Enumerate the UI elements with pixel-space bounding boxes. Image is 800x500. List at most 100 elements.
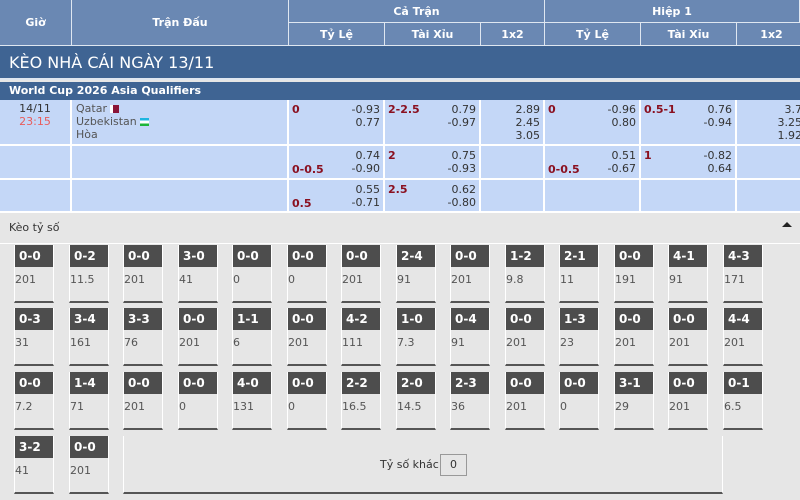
h1-1x2-x[interactable]: 3.25 (777, 116, 800, 129)
score-cell[interactable]: 0-0 201 (505, 372, 545, 430)
h1-1x2-cell[interactable] (737, 146, 800, 180)
h1_ou-odds-b[interactable]: -0.94 (703, 116, 732, 129)
ft_hdp-odds-b[interactable]: -0.90 (351, 162, 380, 175)
home-team[interactable]: Qatar (76, 102, 107, 115)
score-cell[interactable]: 1-2 9.8 (505, 245, 545, 303)
score-cell[interactable]: 3-4 161 (69, 308, 109, 366)
ft-1x2-1[interactable]: 2.89 (515, 103, 541, 116)
h1_hdp-odds-a[interactable]: -0.96 (607, 103, 636, 116)
league-name[interactable]: World Cup 2026 Asia Qualifiers (0, 82, 800, 100)
score-cell[interactable]: 0-0 201 (450, 245, 490, 303)
score-cell[interactable]: 4-2 111 (341, 308, 381, 366)
ft_hdp-cell[interactable]: 0 -0.93 0.77 (289, 100, 385, 146)
score-cell[interactable]: 0-0 7.2 (14, 372, 54, 430)
score-cell[interactable]: 1-0 7.3 (396, 308, 436, 366)
score-cell[interactable]: 0-3 31 (14, 308, 54, 366)
score-cell[interactable]: 0-0 201 (505, 308, 545, 366)
ft-1x2-cell[interactable] (481, 146, 545, 180)
score-odds: 201 (15, 273, 36, 286)
score-label: 0-0 (615, 245, 653, 267)
score-cell[interactable]: 1-1 6 (232, 308, 272, 366)
score-cell[interactable]: 0-0 201 (69, 436, 109, 494)
score-cell[interactable]: 4-4 201 (723, 308, 763, 366)
score-cell[interactable]: 0-0 0 (559, 372, 599, 430)
score-cell[interactable]: 0-0 0 (287, 245, 327, 303)
ft_hdp-cell[interactable]: 0.5 0.55 -0.71 (289, 180, 385, 213)
score-cell[interactable]: 0-0 201 (123, 372, 163, 430)
h1_hdp-cell[interactable] (545, 180, 641, 213)
ft_hdp-odds-a[interactable]: 0.74 (355, 149, 381, 162)
score-cell[interactable]: 2-0 14.5 (396, 372, 436, 430)
ft_ou-odds-a[interactable]: 0.79 (451, 103, 477, 116)
score-cell[interactable]: 4-0 131 (232, 372, 272, 430)
ft-1x2-2[interactable]: 3.05 (515, 129, 541, 142)
ft_ou-cell[interactable]: 2.5 0.62 -0.80 (385, 180, 481, 213)
score-cell[interactable]: 2-1 11 (559, 245, 599, 303)
ft_ou-odds-a[interactable]: 0.75 (451, 149, 477, 162)
h1_hdp-odds-b[interactable]: 0.80 (611, 116, 637, 129)
ft_ou-odds-a[interactable]: 0.62 (451, 183, 477, 196)
score-cell[interactable]: 0-0 201 (341, 245, 381, 303)
h1_ou-odds-a[interactable]: 0.76 (707, 103, 733, 116)
score-cell[interactable]: 0-0 0 (178, 372, 218, 430)
ft_ou-odds-b[interactable]: -0.80 (447, 196, 476, 209)
ft_hdp-cell[interactable]: 0-0.5 0.74 -0.90 (289, 146, 385, 180)
score-cell[interactable]: 2-3 36 (450, 372, 490, 430)
score-cell[interactable]: 4-3 171 (723, 245, 763, 303)
score-cell[interactable]: 0-1 6.5 (723, 372, 763, 430)
score-cell[interactable]: 4-1 91 (668, 245, 708, 303)
h1_ou-odds-a[interactable]: -0.82 (703, 149, 732, 162)
score-cell[interactable]: 0-4 91 (450, 308, 490, 366)
away-team[interactable]: Uzbekistan (76, 115, 137, 128)
score-cell[interactable]: 2-2 16.5 (341, 372, 381, 430)
ft_hdp-odds-b[interactable]: -0.71 (351, 196, 380, 209)
score-cell[interactable]: 0-2 11.5 (69, 245, 109, 303)
h1_hdp-odds-a[interactable]: 0.51 (611, 149, 637, 162)
score-odds: 131 (233, 400, 254, 413)
score-cell[interactable]: 0-0 201 (668, 372, 708, 430)
ft-1x2-cell[interactable] (481, 180, 545, 213)
h1_ou-odds-b[interactable]: 0.64 (707, 162, 733, 175)
score-cell[interactable]: 0-0 201 (123, 245, 163, 303)
ft-1x2-cell[interactable]: 2.89 2.45 3.05 (481, 100, 545, 146)
ft_ou-odds-b[interactable]: -0.97 (447, 116, 476, 129)
h1-1x2-cell[interactable] (737, 180, 800, 213)
h1-1x2-cell[interactable]: 3.7 3.25 1.92 (737, 100, 800, 146)
ft_hdp-odds-a[interactable]: 0.55 (355, 183, 381, 196)
score-cell[interactable]: 0-0 201 (14, 245, 54, 303)
h1_hdp-cell[interactable]: 0 -0.96 0.80 (545, 100, 641, 146)
h1_ou-cell[interactable]: 1 -0.82 0.64 (641, 146, 737, 180)
score-cell[interactable]: 0-0 201 (178, 308, 218, 366)
score-odds: 91 (451, 336, 465, 349)
h1-1x2-2[interactable]: 1.92 (777, 129, 800, 142)
h1_hdp-odds-b[interactable]: -0.67 (607, 162, 636, 175)
collapse-arrow-icon[interactable] (782, 222, 792, 227)
ft_ou-cell[interactable]: 2 0.75 -0.93 (385, 146, 481, 180)
score-cell[interactable]: 3-0 41 (178, 245, 218, 303)
score-cell[interactable]: 3-2 41 (14, 436, 54, 494)
score-cell[interactable]: 0-0 201 (668, 308, 708, 366)
score-odds: 0 (288, 400, 295, 413)
score-cell[interactable]: 1-3 23 (559, 308, 599, 366)
score-cell[interactable]: 0-0 191 (614, 245, 654, 303)
score-cell[interactable]: 0-0 0 (287, 372, 327, 430)
score-cell[interactable]: 3-1 29 (614, 372, 654, 430)
h1_ou-cell[interactable]: 0.5-1 0.76 -0.94 (641, 100, 737, 146)
ft_ou-odds-b[interactable]: -0.93 (447, 162, 476, 175)
h1_hdp-line: 0-0.5 (548, 163, 580, 176)
score-cell[interactable]: 0-0 201 (287, 308, 327, 366)
ft_hdp-odds-b[interactable]: 0.77 (355, 116, 381, 129)
ft_hdp-odds-a[interactable]: -0.93 (351, 103, 380, 116)
score-cell[interactable]: 3-3 76 (123, 308, 163, 366)
score-cell[interactable]: 0-0 0 (232, 245, 272, 303)
score-cell[interactable]: 1-4 71 (69, 372, 109, 430)
ft_ou-cell[interactable]: 2-2.5 0.79 -0.97 (385, 100, 481, 146)
score-cell[interactable]: 2-4 91 (396, 245, 436, 303)
h1_hdp-cell[interactable]: 0-0.5 0.51 -0.67 (545, 146, 641, 180)
score-label: 0-0 (615, 308, 653, 330)
col-h1-tyle: Tỷ Lệ (545, 23, 641, 46)
score-cell[interactable]: 0-0 201 (614, 308, 654, 366)
ft-1x2-x[interactable]: 2.45 (515, 116, 541, 129)
h1_ou-cell[interactable] (641, 180, 737, 213)
h1-1x2-1[interactable]: 3.7 (784, 103, 800, 116)
